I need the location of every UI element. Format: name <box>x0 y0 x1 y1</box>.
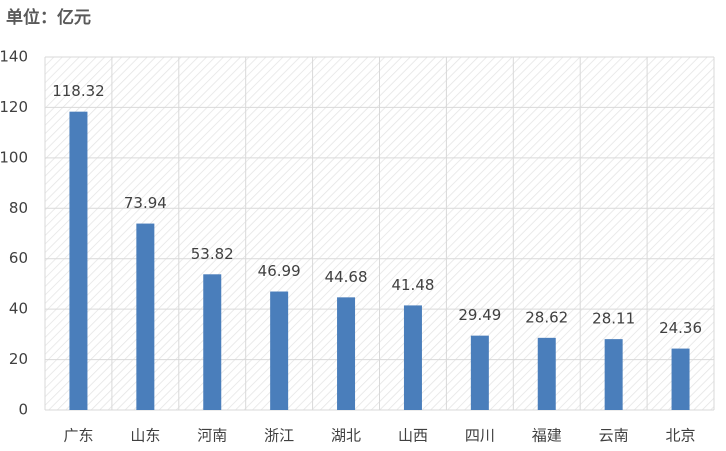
y-tick-label: 140 <box>0 48 28 66</box>
y-tick-label: 60 <box>9 249 28 267</box>
bar <box>537 337 556 410</box>
bar <box>337 297 356 410</box>
bar <box>604 339 623 410</box>
x-tick-label: 四川 <box>465 427 495 445</box>
y-tick-label: 20 <box>9 350 28 368</box>
data-label: 28.11 <box>592 310 635 328</box>
data-label: 24.36 <box>659 319 702 337</box>
x-tick-label: 福建 <box>532 427 562 445</box>
data-label: 118.32 <box>52 82 105 100</box>
data-label: 73.94 <box>124 194 167 212</box>
y-tick-label: 100 <box>0 148 28 166</box>
data-label: 46.99 <box>258 262 301 280</box>
data-label: 28.62 <box>525 308 568 326</box>
y-tick-label: 40 <box>9 300 28 318</box>
x-tick-label: 山西 <box>398 427 428 445</box>
bar <box>270 291 289 410</box>
bar <box>403 305 422 410</box>
x-tick-label: 湖北 <box>331 427 361 445</box>
y-tick-label: 80 <box>9 199 28 217</box>
bar <box>203 274 222 410</box>
y-tick-label: 120 <box>0 98 28 116</box>
bar <box>671 348 690 410</box>
x-tick-label: 山东 <box>130 427 160 445</box>
bar <box>470 335 489 410</box>
data-label: 29.49 <box>458 306 501 324</box>
y-tick-label: 0 <box>18 401 28 419</box>
data-label: 44.68 <box>325 268 368 286</box>
bar <box>69 111 88 410</box>
bar <box>136 223 155 410</box>
x-tick-label: 浙江 <box>264 427 294 445</box>
x-tick-label: 河南 <box>197 427 227 445</box>
data-label: 41.48 <box>391 276 434 294</box>
x-tick-label: 云南 <box>599 427 629 445</box>
chart-title: 单位：亿元 <box>6 7 91 28</box>
x-tick-label: 广东 <box>63 427 93 445</box>
x-tick-label: 北京 <box>666 427 696 445</box>
data-label: 53.82 <box>191 245 234 263</box>
